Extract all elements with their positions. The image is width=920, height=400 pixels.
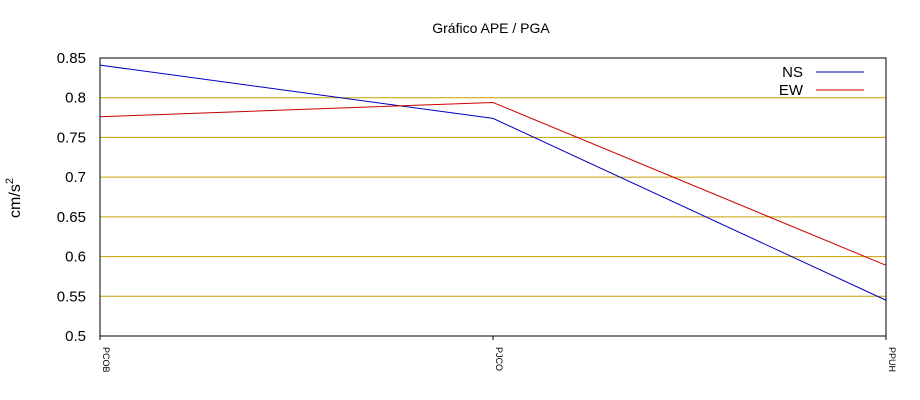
y-tick-label: 0.6: [65, 249, 86, 266]
y-axis-label-base: cm/s: [7, 184, 24, 218]
y-tick-label: 0.65: [57, 209, 86, 226]
series-line-ns: [99, 64, 887, 301]
y-axis-label: cm/s2: [4, 178, 24, 218]
x-tick-label: PCOB: [101, 347, 111, 373]
legend-label-ew: EW: [779, 82, 804, 99]
y-tick-label: 0.5: [65, 328, 86, 345]
x-tick-label: PPUH: [887, 347, 897, 372]
y-tick-label: 0.7: [65, 169, 86, 186]
series-lines: [99, 64, 887, 301]
series-line-ew: [99, 101, 887, 266]
legend-label-ns: NS: [782, 64, 803, 81]
plot-frame: [99, 57, 887, 337]
chart-title: Gráfico APE / PGA: [432, 20, 550, 36]
x-tick-label: PJCO: [494, 347, 504, 371]
grid-lines: [100, 97, 886, 297]
x-tick-labels: PCOB PJCO PPUH: [99, 336, 897, 373]
y-tick-label: 0.55: [57, 288, 86, 305]
y-tick-label: 0.8: [65, 90, 86, 107]
y-tick-label: 0.85: [57, 50, 86, 67]
y-tick-labels: 0.85 0.8 0.75 0.7 0.65 0.6 0.55 0.5: [57, 50, 86, 345]
y-axis-label-sup: 2: [4, 178, 16, 184]
y-tick-label: 0.75: [57, 129, 86, 146]
